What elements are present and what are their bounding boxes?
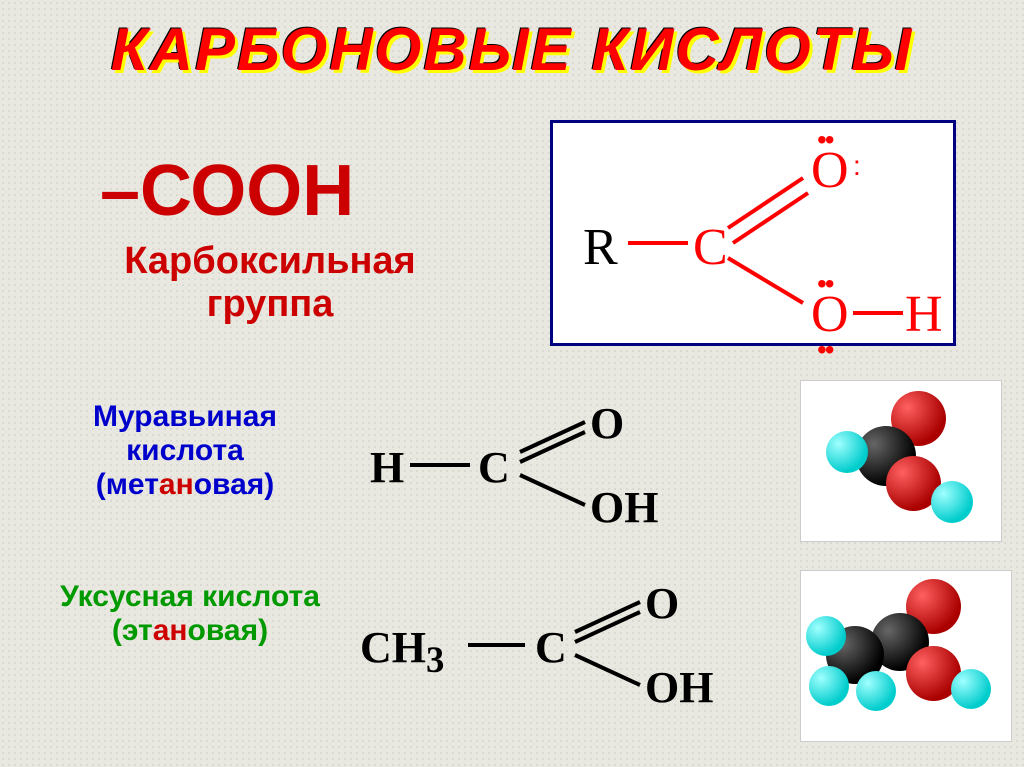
cooh-label: Карбоксильная группа	[95, 240, 445, 326]
atom-sphere-cyan	[809, 666, 849, 706]
atom-sphere-cyan	[806, 616, 846, 656]
cooh-label-l1: Карбоксильная	[124, 240, 415, 282]
acetic-l2-open: (эт	[112, 614, 153, 647]
acetic-3d-model	[800, 570, 1012, 742]
lone-pair-icon: ••	[817, 279, 833, 289]
formic-l2: кислота	[126, 434, 244, 467]
atom-sphere-cyan	[826, 431, 868, 473]
formic-formula: H C O OH	[360, 400, 740, 530]
acetic-l2-close: )	[258, 614, 268, 647]
formic-H: H	[370, 442, 404, 493]
carboxyl-structure-box: R C O •• : O •• •• H	[550, 120, 956, 346]
atom-sphere-cyan	[856, 671, 896, 711]
acetic-CH3: CH3	[360, 622, 444, 681]
acetic-l1: Уксусная кислота	[60, 580, 320, 613]
formic-3d-model	[800, 380, 1002, 542]
formic-label: Муравьиная кислота (метановая)	[60, 400, 310, 502]
acetic-OH: OH	[645, 662, 713, 713]
atom-H: H	[905, 285, 943, 344]
formic-bonds	[360, 400, 740, 530]
formic-alt: овая	[194, 468, 265, 501]
cooh-text: СООН	[140, 151, 354, 231]
sub3: 3	[426, 639, 444, 680]
cooh-formula: –СООН	[100, 150, 354, 232]
lone-pair-icon: ••	[817, 345, 833, 355]
atom-sphere-cyan	[931, 481, 973, 523]
formic-l1: Муравьиная	[93, 400, 277, 433]
acetic-alt: овая	[188, 614, 259, 647]
formic-C: C	[478, 442, 510, 493]
formic-l3-red: ан	[159, 468, 194, 501]
formic-OH: OH	[590, 482, 658, 533]
cooh-label-l2: группа	[207, 283, 334, 325]
atom-R: R	[583, 218, 618, 277]
page-title: КАРБОНОВЫЕ КИСЛОТЫ	[0, 15, 1024, 84]
cooh-dash: –	[100, 151, 140, 231]
acetic-label: Уксусная кислота (этановая)	[60, 580, 320, 648]
acetic-C: C	[535, 622, 567, 673]
formic-l3-open: (мет	[96, 468, 159, 501]
acetic-Otop: O	[645, 578, 679, 629]
acetic-l2-red: ан	[153, 614, 188, 647]
atom-sphere-cyan	[951, 669, 991, 709]
acetic-formula: CH3 C O OH	[350, 580, 770, 720]
lone-pair-icon: ••	[817, 135, 833, 145]
lone-pair-icon: :	[853, 161, 859, 171]
formic-Otop: O	[590, 398, 624, 449]
formic-l3-close: )	[264, 468, 274, 501]
atom-C: C	[693, 218, 728, 277]
ch-text: CH	[360, 623, 426, 672]
